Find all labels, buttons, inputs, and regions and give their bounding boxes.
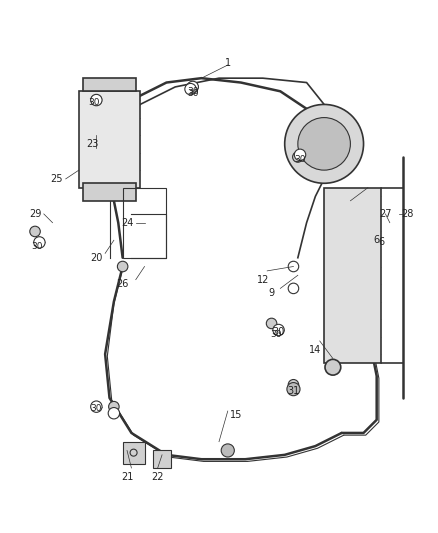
Circle shape — [117, 261, 128, 272]
Text: 24: 24 — [121, 217, 133, 228]
Circle shape — [30, 226, 40, 237]
Bar — [123, 188, 166, 258]
Text: 23: 23 — [86, 139, 98, 149]
Circle shape — [187, 82, 198, 92]
Circle shape — [221, 444, 234, 457]
Text: 30: 30 — [32, 243, 43, 251]
Text: 30: 30 — [91, 405, 102, 414]
Text: 30: 30 — [88, 98, 100, 107]
Circle shape — [91, 401, 102, 413]
Circle shape — [288, 379, 299, 390]
Text: 29: 29 — [29, 209, 41, 219]
Ellipse shape — [298, 118, 350, 170]
Text: 9: 9 — [268, 288, 275, 298]
Text: 12: 12 — [257, 274, 269, 285]
Text: 26: 26 — [117, 279, 129, 289]
Circle shape — [185, 84, 196, 95]
Text: 30: 30 — [294, 155, 306, 164]
Bar — [83, 78, 136, 91]
Ellipse shape — [285, 104, 364, 183]
Circle shape — [91, 95, 102, 106]
Circle shape — [266, 318, 277, 329]
Text: 27: 27 — [379, 209, 392, 219]
Text: 6: 6 — [374, 235, 380, 245]
Circle shape — [34, 237, 45, 248]
Circle shape — [287, 383, 300, 395]
Circle shape — [273, 324, 284, 336]
Circle shape — [187, 81, 198, 93]
Circle shape — [108, 408, 120, 419]
Circle shape — [91, 94, 102, 106]
Text: 31: 31 — [287, 386, 300, 397]
Text: 28: 28 — [401, 209, 413, 219]
Text: 22: 22 — [152, 472, 164, 482]
Text: 20: 20 — [90, 253, 102, 263]
Text: 15: 15 — [230, 410, 243, 421]
Text: 30: 30 — [187, 89, 198, 98]
Bar — [324, 188, 381, 363]
Text: 25: 25 — [51, 174, 63, 184]
Circle shape — [294, 149, 306, 160]
Circle shape — [293, 152, 303, 162]
Circle shape — [325, 359, 341, 375]
Bar — [123, 442, 145, 464]
Bar — [79, 91, 140, 188]
Text: 14: 14 — [309, 345, 321, 355]
Text: 30: 30 — [187, 87, 198, 96]
Circle shape — [109, 401, 119, 412]
Text: 6: 6 — [378, 237, 384, 247]
Bar — [83, 183, 136, 201]
Text: 30: 30 — [272, 327, 284, 337]
Bar — [153, 450, 171, 468]
Text: 21: 21 — [121, 472, 133, 482]
Text: 1: 1 — [225, 58, 231, 68]
Text: 30: 30 — [270, 330, 282, 339]
